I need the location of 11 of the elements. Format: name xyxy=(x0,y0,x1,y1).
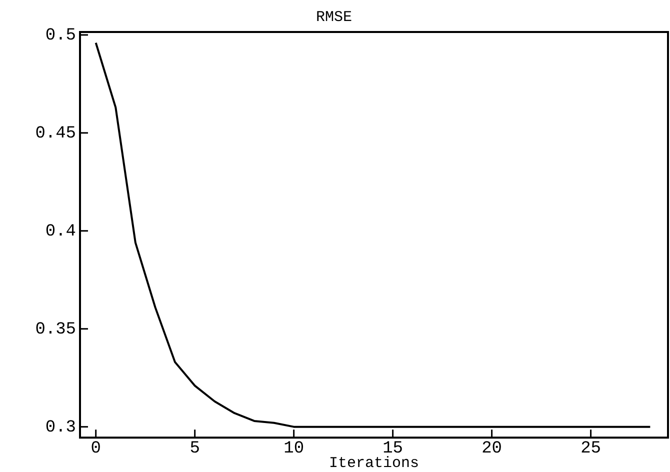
x-tick-label: 0 xyxy=(90,439,101,458)
x-tick-label: 20 xyxy=(482,439,502,458)
y-tick-label: 0.45 xyxy=(35,124,76,144)
x-tick-label: 25 xyxy=(580,439,601,458)
y-tick-label: 0.3 xyxy=(45,418,76,438)
y-tick-label: 0.35 xyxy=(35,320,76,340)
chart-title: RMSE xyxy=(316,8,352,26)
x-tick-label: 5 xyxy=(190,439,200,458)
y-tick-label: 0.4 xyxy=(45,222,76,242)
y-tick-label: 0.5 xyxy=(45,26,76,46)
x-tick-label: 10 xyxy=(284,439,304,458)
